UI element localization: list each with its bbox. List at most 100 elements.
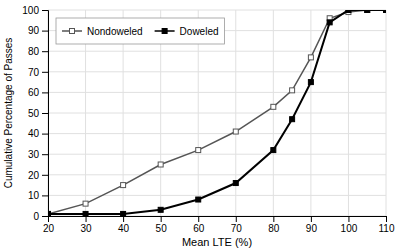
tick-label: 90 xyxy=(306,223,318,234)
x-axis: 2030405060708090100110 xyxy=(43,216,395,234)
point xyxy=(365,10,370,13)
tick: 0 xyxy=(33,211,48,222)
tick-mark xyxy=(273,216,274,222)
tick: 100 xyxy=(22,5,48,16)
point xyxy=(346,10,351,13)
tick-label: 30 xyxy=(28,149,40,160)
point xyxy=(158,207,163,212)
tick-mark xyxy=(42,92,48,93)
point xyxy=(121,183,126,188)
point xyxy=(327,20,332,25)
tick: 30 xyxy=(80,216,92,234)
grid-line xyxy=(48,195,386,196)
tick-mark xyxy=(348,216,349,222)
point xyxy=(158,162,163,167)
tick-label: 70 xyxy=(28,67,40,78)
tick: 100 xyxy=(341,216,358,234)
tick-mark xyxy=(42,10,48,11)
y-axis: 0 10 20 30 40 50 60 70 80 90 100 xyxy=(22,5,48,222)
point xyxy=(48,211,51,216)
tick: 10 xyxy=(28,190,48,201)
legend-label: Nondoweled xyxy=(87,26,143,37)
tick: 70 xyxy=(28,67,48,78)
point xyxy=(384,10,387,13)
legend-marker xyxy=(70,29,75,34)
point xyxy=(308,55,313,60)
marks xyxy=(48,10,386,216)
y-axis-title: Cumulative Percentage of Passes xyxy=(3,38,14,189)
point xyxy=(196,197,201,202)
point xyxy=(271,104,276,109)
legend-box xyxy=(56,18,225,44)
grid-line xyxy=(48,174,386,175)
tick-mark xyxy=(311,216,312,222)
plot: 2030405060708090100110010203040506070809… xyxy=(22,5,395,234)
tick-mark xyxy=(42,134,48,135)
tick-label: 90 xyxy=(28,25,40,36)
tick: 20 xyxy=(43,216,55,234)
tick-mark xyxy=(42,175,48,176)
tick: 50 xyxy=(156,216,168,234)
chart: 2030405060708090100110010203040506070809… xyxy=(0,0,400,252)
tick: 40 xyxy=(28,128,48,139)
legend-item: Nondoweled xyxy=(62,26,143,37)
point xyxy=(233,129,238,134)
tick-label: 10 xyxy=(28,190,40,201)
tick-label: 100 xyxy=(341,223,358,234)
tick-label: 80 xyxy=(268,223,280,234)
point xyxy=(83,201,88,206)
grid-line xyxy=(48,133,386,134)
tick-mark xyxy=(42,195,48,196)
tick-label: 30 xyxy=(80,223,92,234)
x-axis-title: Mean LTE (%) xyxy=(182,236,252,248)
grid-line xyxy=(48,71,386,72)
point xyxy=(384,10,387,13)
grid-line xyxy=(48,10,386,11)
legend-marker xyxy=(162,29,167,34)
point xyxy=(196,148,201,153)
point xyxy=(233,181,238,186)
point xyxy=(271,148,276,153)
tick-label: 80 xyxy=(28,46,40,57)
tick-mark xyxy=(42,113,48,114)
tick: 50 xyxy=(28,108,48,119)
point xyxy=(121,211,126,216)
point xyxy=(290,88,295,93)
tick-mark xyxy=(198,216,199,222)
tick-label: 60 xyxy=(193,223,205,234)
tick-mark xyxy=(42,51,48,52)
grid xyxy=(48,10,386,216)
tick: 90 xyxy=(306,216,318,234)
tick-label: 0 xyxy=(33,211,39,222)
tick-label: 60 xyxy=(28,87,40,98)
tick-label: 20 xyxy=(43,223,55,234)
tick-label: 100 xyxy=(22,5,39,16)
tick: 110 xyxy=(379,216,395,234)
point xyxy=(290,117,295,122)
tick-mark xyxy=(123,216,124,222)
tick-label: 50 xyxy=(156,223,168,234)
tick: 80 xyxy=(28,46,48,57)
tick-mark xyxy=(161,216,162,222)
legend: Nondoweled Doweled xyxy=(56,18,225,44)
tick: 20 xyxy=(28,170,48,181)
tick: 60 xyxy=(193,216,205,234)
tick-mark xyxy=(42,216,48,217)
tick-label: 40 xyxy=(118,223,130,234)
series-line xyxy=(48,10,386,214)
axis-line xyxy=(49,217,387,223)
legend-label: Doweled xyxy=(180,26,219,37)
tick-label: 50 xyxy=(28,108,40,119)
grid-line xyxy=(48,51,386,52)
tick-mark xyxy=(42,154,48,155)
tick-mark xyxy=(42,72,48,73)
tick-mark xyxy=(42,31,48,32)
axis-line xyxy=(42,11,49,217)
grid-line xyxy=(48,92,386,93)
point xyxy=(83,211,88,216)
tick: 60 xyxy=(28,87,48,98)
tick-label: 20 xyxy=(28,170,40,181)
series-line xyxy=(48,10,386,214)
tick: 30 xyxy=(28,149,48,160)
point xyxy=(365,10,370,13)
